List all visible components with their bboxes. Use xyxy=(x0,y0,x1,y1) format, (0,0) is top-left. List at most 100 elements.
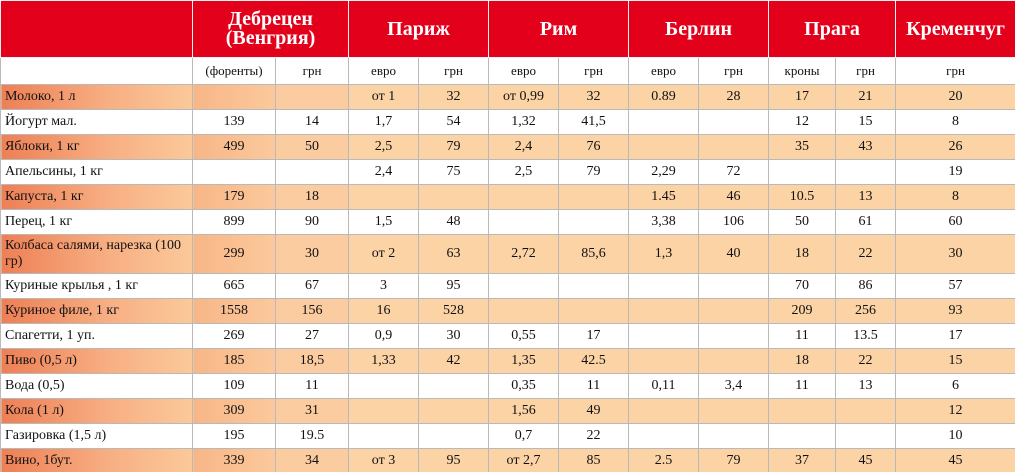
price-cell: 18 xyxy=(768,234,837,274)
price-cell xyxy=(192,159,276,185)
price-cell: 30 xyxy=(274,234,350,274)
item-label: Молоко, 1 л xyxy=(0,84,193,110)
price-cell: 45 xyxy=(895,448,1015,472)
price-cell xyxy=(628,323,700,349)
table-row: Кола (1 л) 309 31 1,56 49 12 xyxy=(0,398,1015,424)
price-cell: 30 xyxy=(895,234,1015,274)
price-cell: 26 xyxy=(895,134,1015,160)
price-cell: 139 xyxy=(192,109,276,135)
price-cell: 48 xyxy=(418,209,490,235)
header-row: Дебрецен (Венгрия) Париж Рим Берлин Прага Кре… xyxy=(0,0,1015,58)
price-cell: 19 xyxy=(895,159,1015,185)
price-cell xyxy=(558,273,630,299)
unit-cell: (форенты) xyxy=(192,57,276,85)
price-cell: 195 xyxy=(192,423,276,449)
price-cell: 2,29 xyxy=(628,159,700,185)
price-cell: 106 xyxy=(698,209,770,235)
price-cell: от 1 xyxy=(348,84,420,110)
price-cell: 1,5 xyxy=(348,209,420,235)
price-cell: 50 xyxy=(274,134,350,160)
price-cell xyxy=(835,398,897,424)
price-cell: 0,7 xyxy=(488,423,560,449)
unit-cell: грн xyxy=(274,57,350,85)
item-label: Газировка (1,5 л) xyxy=(0,423,193,449)
unit-cell: евро xyxy=(348,57,420,85)
price-cell xyxy=(835,159,897,185)
price-cell: 14 xyxy=(274,109,350,135)
table-row: Спагетти, 1 уп. 269 27 0,9 30 0,55 17 11 13.5 17 xyxy=(0,323,1015,349)
price-cell xyxy=(418,423,490,449)
price-cell xyxy=(274,84,350,110)
price-cell: 2,4 xyxy=(488,134,560,160)
price-cell xyxy=(628,109,700,135)
price-cell: 76 xyxy=(558,134,630,160)
price-cell: 40 xyxy=(698,234,770,274)
price-cell: 1558 xyxy=(192,298,276,324)
corner-cell xyxy=(0,57,193,85)
price-cell: 18 xyxy=(768,348,837,374)
price-cell xyxy=(768,423,837,449)
price-cell xyxy=(348,373,420,399)
price-cell: 13 xyxy=(835,184,897,210)
price-cell: 20 xyxy=(895,84,1015,110)
price-cell: 32 xyxy=(418,84,490,110)
price-cell: 49 xyxy=(558,398,630,424)
unit-cell: грн xyxy=(418,57,490,85)
price-cell: 299 xyxy=(192,234,276,274)
price-cell xyxy=(274,159,350,185)
price-cell: 61 xyxy=(835,209,897,235)
price-cell xyxy=(488,184,560,210)
price-cell xyxy=(628,398,700,424)
price-cell: 2,5 xyxy=(348,134,420,160)
price-cell: 43 xyxy=(835,134,897,160)
price-cell xyxy=(488,209,560,235)
price-cell: 8 xyxy=(895,184,1015,210)
unit-cell: кроны xyxy=(768,57,837,85)
price-cell: 2,72 xyxy=(488,234,560,274)
price-cell: 3,38 xyxy=(628,209,700,235)
price-cell: 269 xyxy=(192,323,276,349)
price-cell xyxy=(698,323,770,349)
price-cell: 72 xyxy=(698,159,770,185)
item-label: Йогурт мал. xyxy=(0,109,193,135)
table-row: Куриное филе, 1 кг 1558 156 16 528 209 256 93 xyxy=(0,298,1015,324)
price-cell: 665 xyxy=(192,273,276,299)
price-cell: 3 xyxy=(348,273,420,299)
item-label: Пиво (0,5 л) xyxy=(0,348,193,374)
price-cell: 85 xyxy=(558,448,630,472)
price-cell: 2.5 xyxy=(628,448,700,472)
price-cell: 109 xyxy=(192,373,276,399)
table-row: Колбаса салями, нарезка (100 гр) 299 30 от … xyxy=(0,234,1015,274)
price-cell: от 2 xyxy=(348,234,420,274)
price-cell: 13 xyxy=(835,373,897,399)
price-cell: 93 xyxy=(895,298,1015,324)
city-header: Париж xyxy=(348,0,490,58)
table-row: Яблоки, 1 кг 499 50 2,5 79 2,4 76 35 43 26 xyxy=(0,134,1015,160)
price-cell: 12 xyxy=(768,109,837,135)
price-cell xyxy=(558,298,630,324)
price-cell: 50 xyxy=(768,209,837,235)
price-cell: 86 xyxy=(835,273,897,299)
unit-cell: грн xyxy=(558,57,630,85)
price-cell xyxy=(628,348,700,374)
price-cell: 3,4 xyxy=(698,373,770,399)
price-cell: 19.5 xyxy=(274,423,350,449)
price-cell: 79 xyxy=(558,159,630,185)
city-header: Прага xyxy=(768,0,897,58)
unit-cell: грн xyxy=(895,57,1015,85)
price-cell: 67 xyxy=(274,273,350,299)
city-header: Дебрецен (Венгрия) xyxy=(191,0,350,58)
price-cell: 0,55 xyxy=(488,323,560,349)
table-row: Пиво (0,5 л) 185 18,5 1,33 42 1,35 42.5 18 22 15 xyxy=(0,348,1015,374)
price-cell: 0.89 xyxy=(628,84,700,110)
item-label: Колбаса салями, нарезка (100 гр) xyxy=(0,234,193,274)
price-cell: 75 xyxy=(418,159,490,185)
price-cell xyxy=(698,298,770,324)
price-cell xyxy=(192,84,276,110)
price-cell xyxy=(418,398,490,424)
price-cell: от 0,99 xyxy=(488,84,560,110)
price-cell: 42.5 xyxy=(558,348,630,374)
price-cell: от 2,7 xyxy=(488,448,560,472)
